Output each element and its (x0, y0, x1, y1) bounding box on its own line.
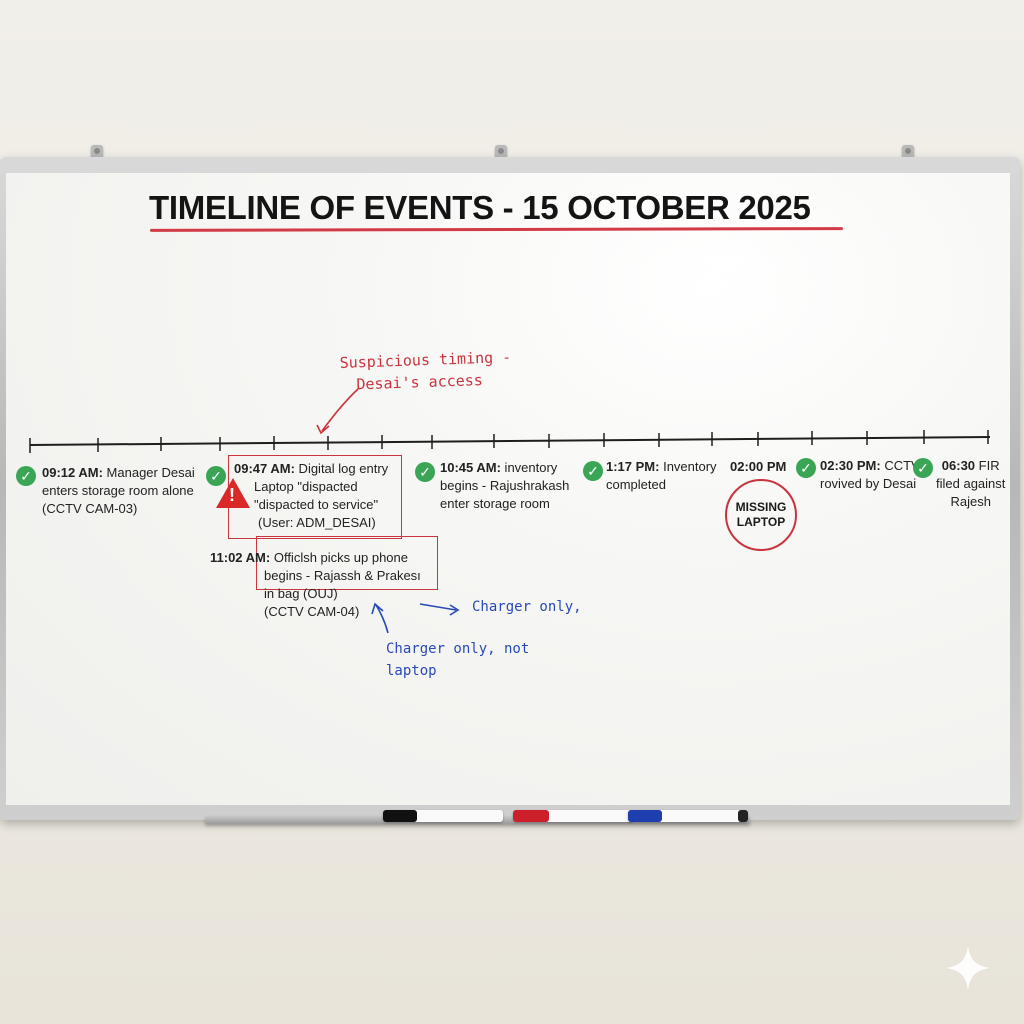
check-circle-icon: ✓ (913, 458, 933, 478)
event-0200: 02:00 PM (730, 459, 787, 474)
event-1102-box (256, 536, 438, 590)
charger-only-note-right: Charger only, (472, 599, 582, 615)
suspicious-timing-note: Suspicious timing - Desai's access (339, 348, 512, 394)
event-0947: 09:47 AM: Digital log entry Laptop "disp… (234, 461, 389, 530)
whiteboard: TIMELINE OF EVENTS - 15 OCTOBER 2025 (6, 173, 1010, 805)
light-glare (674, 235, 774, 291)
red-marker[interactable] (513, 810, 633, 822)
event-1102: 11:02 AM: Officlsh picks up phone begins… (210, 550, 421, 619)
check-circle-icon: ✓ (796, 458, 816, 478)
event-1045: 10:45 AM: inventory begins - Rajushrakas… (440, 460, 570, 511)
charger-only-note: Charger only, not laptop (386, 641, 530, 679)
blue-marker[interactable] (628, 810, 748, 822)
missing-laptop-circle: MISSING LAPTOP (725, 479, 797, 551)
board-title: TIMELINE OF EVENTS - 15 OCTOBER 2025 (149, 189, 811, 226)
warning-exclamation: ! (229, 485, 235, 505)
timeline-axis (29, 388, 991, 634)
black-marker[interactable] (383, 810, 503, 822)
check-circle-icon: ✓ (16, 466, 36, 486)
event-0230: 02:30 PM: CCTV rovived by Desai (820, 458, 920, 491)
event-0630: 06:30 FIR filed against Rajesh (936, 458, 1006, 509)
event-0117: 1:17 PM: Inventory completed (606, 459, 717, 492)
warning-triangle-icon (216, 478, 250, 508)
event-0912: 09:12 AM: Manager Desai enters storage r… (42, 465, 195, 516)
check-circle-icon: ✓ (583, 461, 603, 481)
check-circle-icon: ✓ (415, 462, 435, 482)
sparkle-icon (946, 946, 990, 990)
